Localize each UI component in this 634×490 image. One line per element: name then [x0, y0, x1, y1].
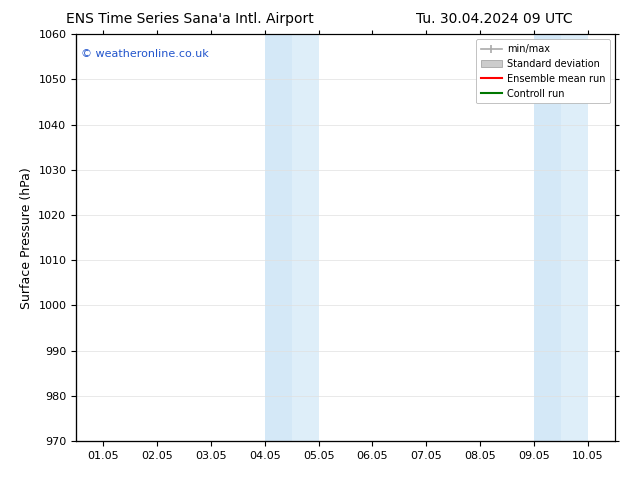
Text: Tu. 30.04.2024 09 UTC: Tu. 30.04.2024 09 UTC: [416, 12, 573, 26]
Bar: [292, 34, 318, 441]
Bar: [561, 34, 588, 441]
Legend: min/max, Standard deviation, Ensemble mean run, Controll run: min/max, Standard deviation, Ensemble me…: [476, 39, 610, 103]
Text: ENS Time Series Sana'a Intl. Airport: ENS Time Series Sana'a Intl. Airport: [67, 12, 314, 26]
Bar: [265, 34, 292, 441]
Bar: [534, 34, 561, 441]
Y-axis label: Surface Pressure (hPa): Surface Pressure (hPa): [20, 167, 33, 309]
Text: © weatheronline.co.uk: © weatheronline.co.uk: [81, 49, 209, 58]
